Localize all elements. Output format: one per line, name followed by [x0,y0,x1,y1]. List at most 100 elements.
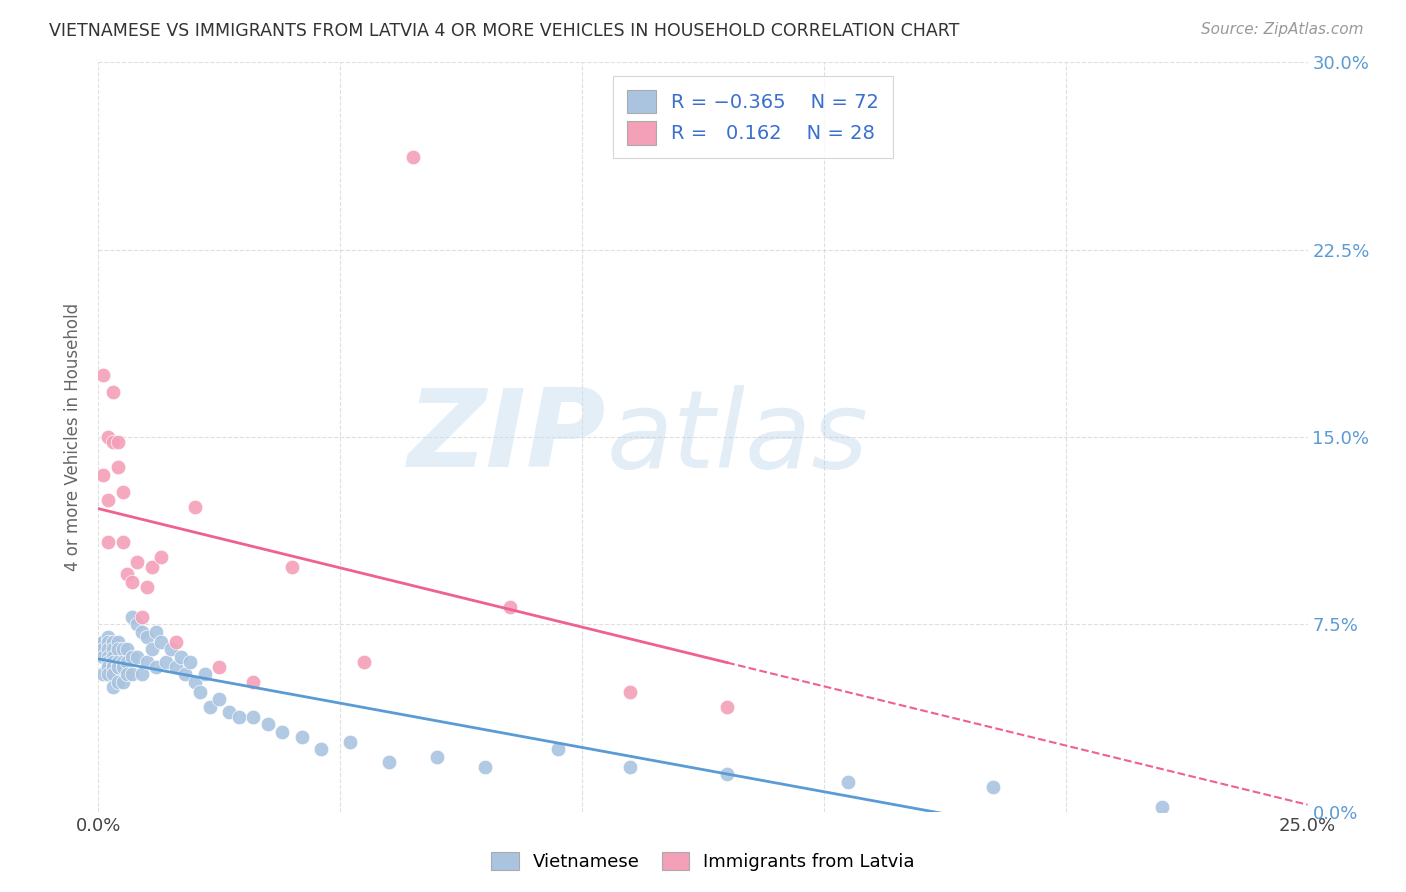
Point [145,660,167,674]
Point [135,655,157,669]
Point [111,485,134,500]
Point [107,655,129,669]
Point [101,660,124,674]
Point [97,660,120,674]
Point [101,642,124,657]
Point [208,660,231,674]
Point [107,674,129,689]
Point [117,655,139,669]
Point [198,699,221,714]
Point [1152,799,1174,814]
Point [107,435,129,450]
Point [127,617,149,632]
Text: ZIP: ZIP [408,384,606,490]
Point [107,635,129,649]
Point [127,555,149,569]
Point [97,430,120,444]
Point [111,655,134,669]
Point [194,667,217,681]
Point [101,385,124,400]
Point [426,749,449,764]
Point [131,610,153,624]
Point [150,635,173,649]
Point [121,574,143,589]
Point [97,642,120,657]
Point [97,655,120,669]
Point [91,368,114,382]
Point [377,755,399,769]
Legend: Vietnamese, Immigrants from Latvia: Vietnamese, Immigrants from Latvia [484,845,922,879]
Point [101,655,124,669]
Point [117,642,139,657]
Point [716,767,738,781]
Point [547,742,569,756]
Point [97,492,120,507]
Point [97,667,120,681]
Point [179,655,201,669]
Point [91,635,114,649]
Point [131,667,153,681]
Point [619,685,641,699]
Point [121,667,143,681]
Point [91,642,114,657]
Point [111,660,134,674]
Point [91,635,114,649]
Point [228,710,250,724]
Point [402,150,425,164]
Point [97,535,120,549]
Point [97,630,120,644]
Point [121,610,143,624]
Point [165,635,187,649]
Text: atlas: atlas [606,384,868,490]
Point [271,724,294,739]
Point [498,599,520,614]
Point [101,635,124,649]
Point [184,500,207,514]
Point [281,560,304,574]
Point [91,667,114,681]
Point [150,549,173,564]
Point [169,649,191,664]
Text: Source: ZipAtlas.com: Source: ZipAtlas.com [1201,22,1364,37]
Point [218,705,240,719]
Point [155,655,177,669]
Point [165,660,187,674]
Point [716,699,738,714]
Point [121,649,143,664]
Point [97,635,120,649]
Point [145,624,167,639]
Point [174,667,197,681]
Point [101,680,124,694]
Point [117,567,139,582]
Point [107,660,129,674]
Point [256,717,278,731]
Point [353,655,375,669]
Point [131,624,153,639]
Point [127,649,149,664]
Point [91,649,114,664]
Point [981,780,1004,794]
Y-axis label: 4 or more Vehicles in Household: 4 or more Vehicles in Household [65,303,83,571]
Point [111,642,134,657]
Point [242,674,264,689]
Point [107,460,129,475]
Point [242,710,264,724]
Point [188,685,211,699]
Point [309,742,332,756]
Point [111,535,134,549]
Legend: R = −0.365    N = 72, R =   0.162    N = 28: R = −0.365 N = 72, R = 0.162 N = 28 [613,76,893,159]
Point [107,642,129,657]
Point [101,435,124,450]
Point [290,730,312,744]
Point [97,649,120,664]
Point [91,467,114,482]
Point [208,692,231,706]
Point [837,774,859,789]
Point [135,630,157,644]
Point [141,642,163,657]
Point [474,760,496,774]
Point [117,667,139,681]
Point [141,560,163,574]
Point [101,649,124,664]
Text: VIETNAMESE VS IMMIGRANTS FROM LATVIA 4 OR MORE VEHICLES IN HOUSEHOLD CORRELATION: VIETNAMESE VS IMMIGRANTS FROM LATVIA 4 O… [49,22,959,40]
